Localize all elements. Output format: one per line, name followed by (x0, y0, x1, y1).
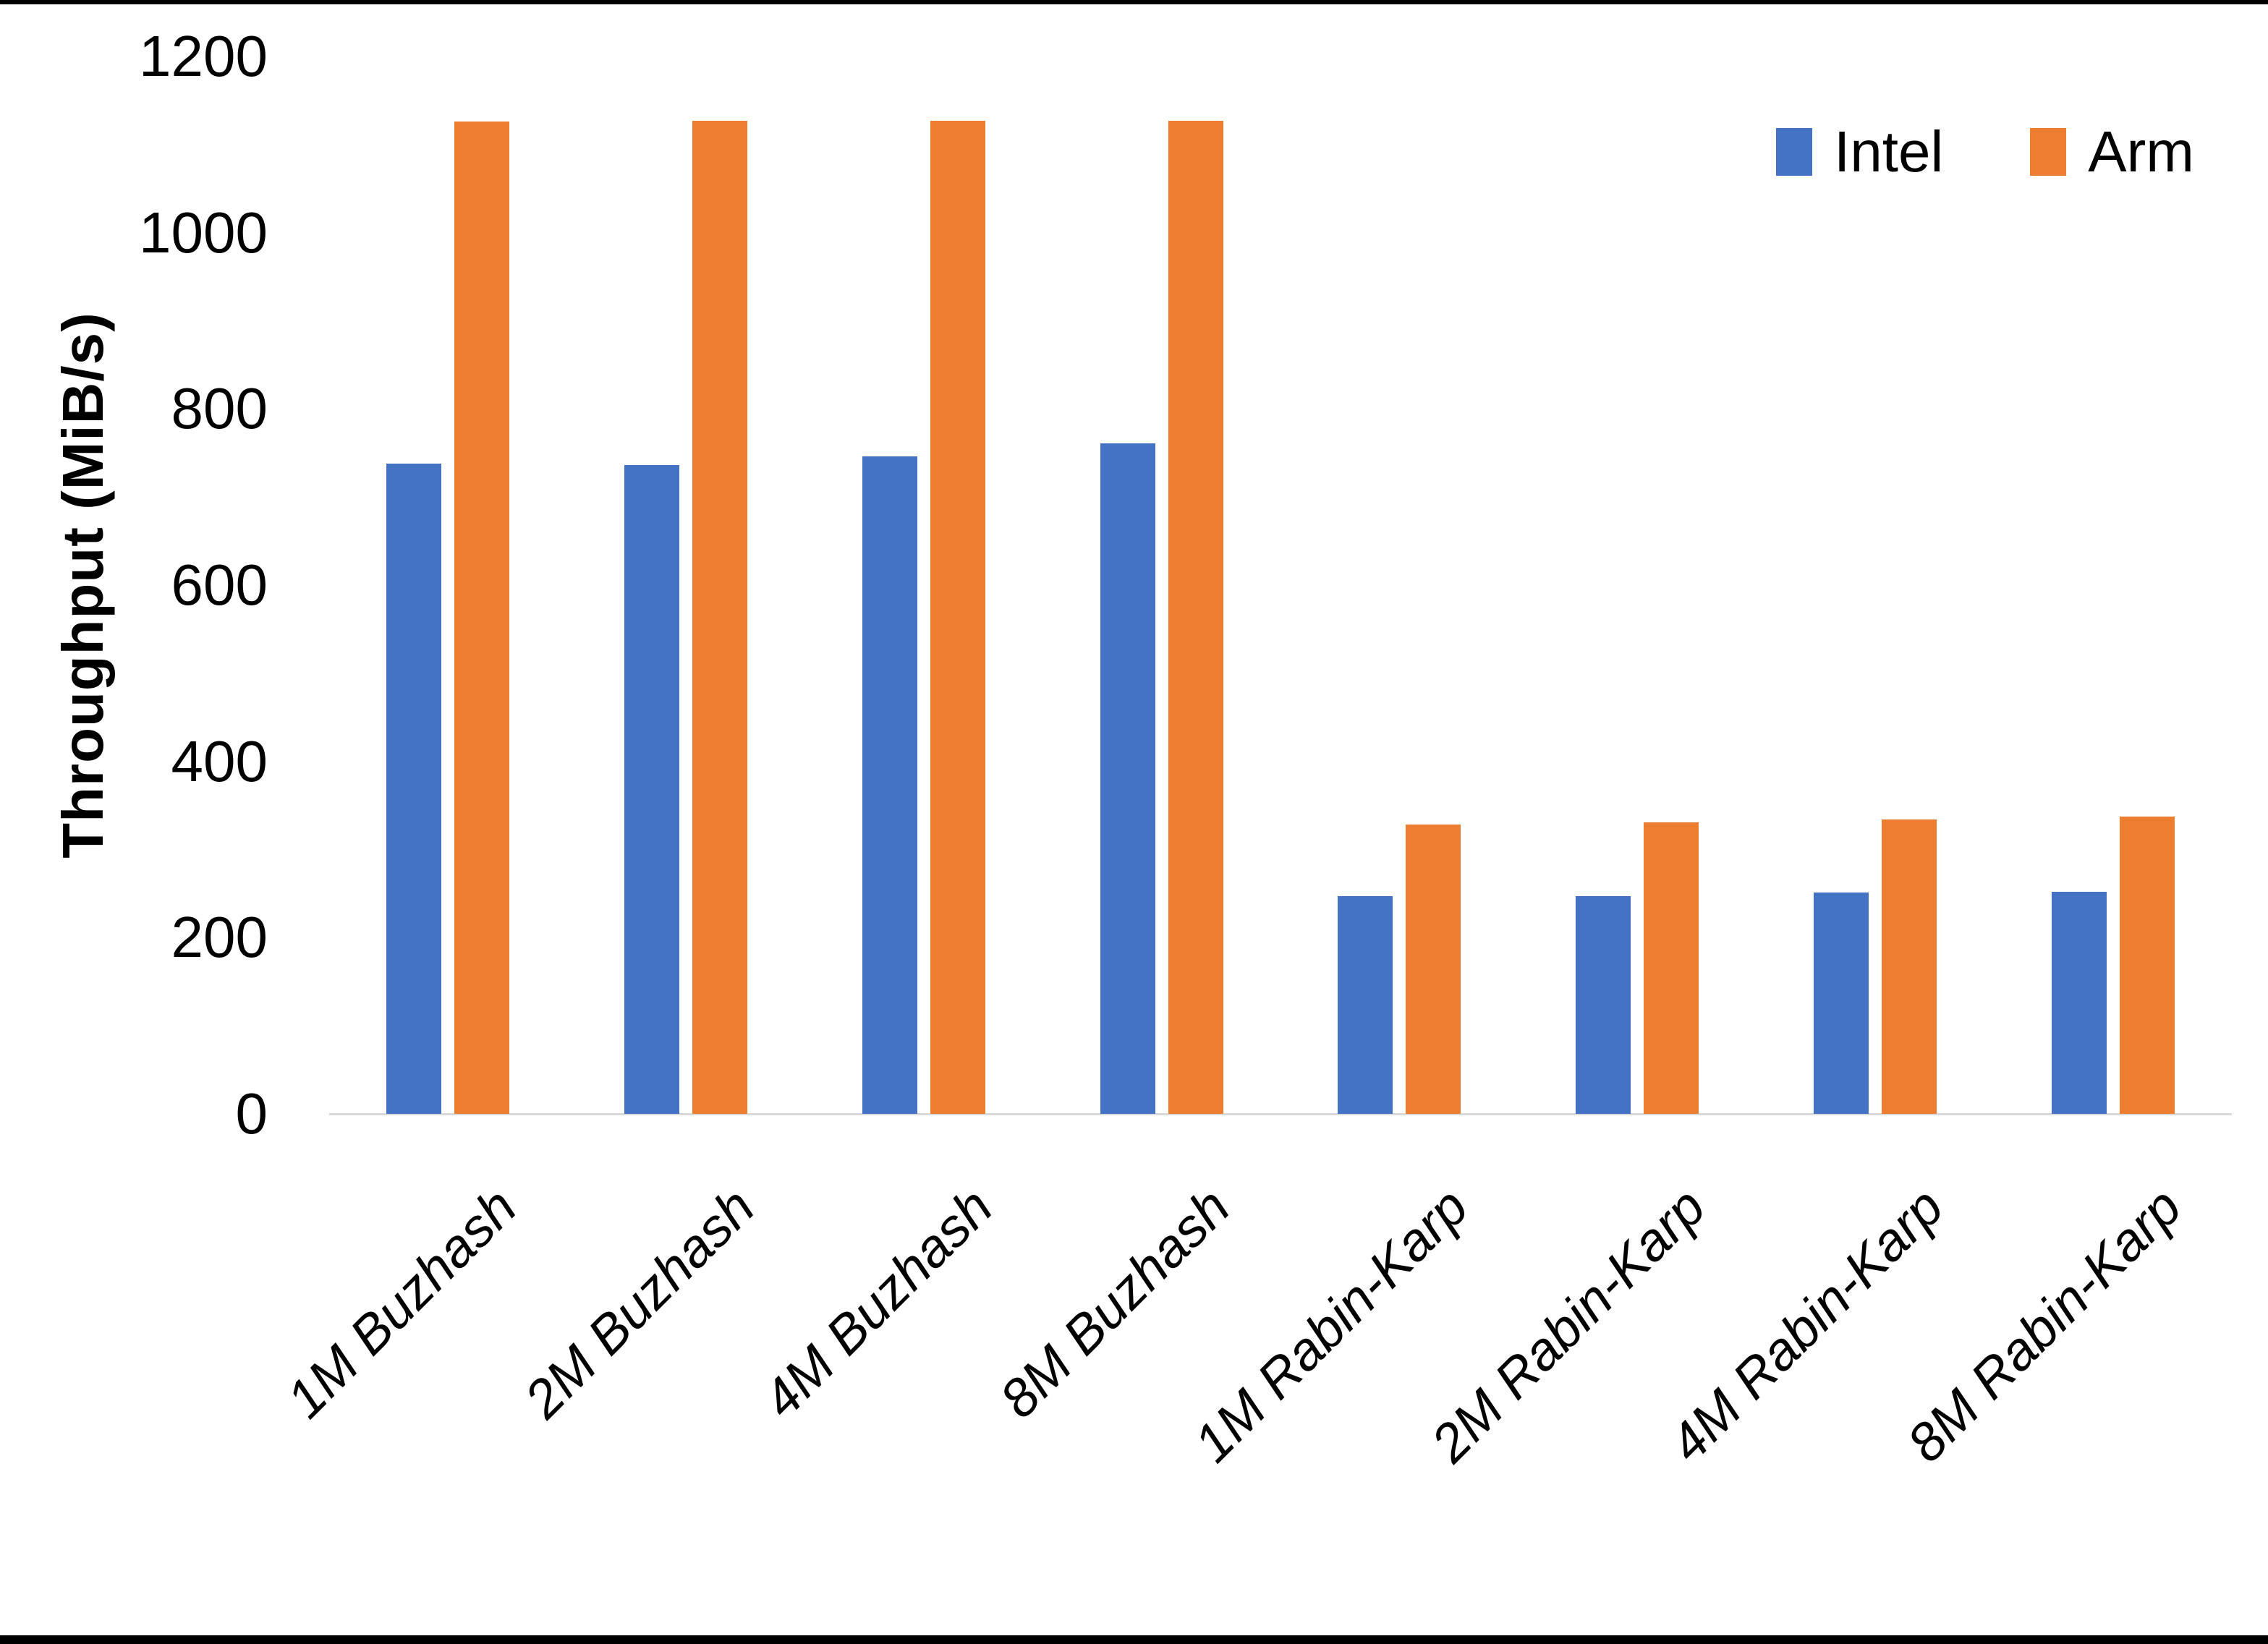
bar-intel-4m-buzhash (862, 456, 917, 1114)
bar-arm-2m-buzhash (692, 120, 748, 1114)
arm-series-swatch-icon (2030, 128, 2067, 176)
bar-intel-2m-buzhash (624, 465, 680, 1114)
x-tick-label-4m-buzhash: 4M Buzhash (750, 1176, 1004, 1430)
bar-arm-1m-buzhash (454, 122, 510, 1114)
intel-series-swatch-icon (1776, 128, 1812, 176)
y-tick-label-400: 400 (171, 728, 268, 793)
slide-top-border (0, 0, 2268, 4)
y-tick-label-600: 600 (171, 553, 268, 617)
bar-intel-1m-rabin-karp (1338, 896, 1393, 1114)
bar-arm-8m-buzhash (1168, 120, 1223, 1114)
bar-arm-4m-buzhash (930, 120, 985, 1114)
x-axis-line (329, 1113, 2232, 1115)
bar-intel-8m-rabin-karp (2051, 891, 2107, 1114)
bar-arm-1m-rabin-karp (1406, 825, 1461, 1114)
bar-arm-8m-rabin-karp (2119, 817, 2175, 1114)
legend-label-arm: Arm (2088, 119, 2194, 184)
bar-intel-4m-rabin-karp (1813, 893, 1869, 1114)
bar-intel-8m-buzhash (1100, 443, 1155, 1114)
bar-intel-1m-buzhash (386, 463, 442, 1114)
bar-arm-4m-rabin-karp (1881, 819, 1937, 1114)
y-tick-label-0: 0 (235, 1081, 268, 1146)
legend: Intel Arm (1776, 123, 2194, 181)
y-tick-label-200: 200 (171, 905, 268, 970)
x-tick-label-1m-buzhash: 1M Buzhash (274, 1176, 528, 1430)
legend-label-intel: Intel (1834, 119, 1944, 184)
legend-item-arm: Arm (2030, 123, 2194, 181)
slide-bottom-border (0, 1635, 2268, 1644)
legend-item-intel: Intel (1776, 123, 1943, 181)
y-tick-label-1000: 1000 (139, 200, 268, 265)
bar-intel-2m-rabin-karp (1576, 896, 1631, 1114)
bar-arm-2m-rabin-karp (1644, 822, 1699, 1114)
x-tick-label-2m-buzhash: 2M Buzhash (512, 1176, 766, 1430)
plot-area (329, 56, 2232, 1115)
x-tick-label-8m-buzhash: 8M Buzhash (988, 1176, 1241, 1430)
y-tick-label-800: 800 (171, 376, 268, 441)
y-tick-label-1200: 1200 (139, 24, 268, 88)
